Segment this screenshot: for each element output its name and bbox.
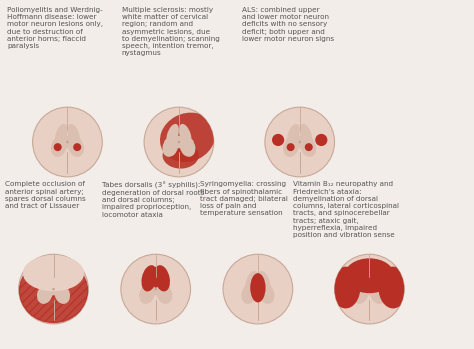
Ellipse shape — [259, 284, 274, 304]
Ellipse shape — [353, 284, 368, 304]
Ellipse shape — [272, 134, 284, 146]
Ellipse shape — [243, 283, 273, 295]
Text: ALS: combined upper
and lower motor neuron
deficits with no sensory
deficit; bot: ALS: combined upper and lower motor neur… — [242, 7, 334, 42]
Ellipse shape — [258, 271, 271, 293]
Ellipse shape — [180, 138, 195, 157]
Ellipse shape — [155, 288, 157, 290]
Ellipse shape — [344, 258, 394, 293]
Ellipse shape — [301, 138, 316, 157]
Ellipse shape — [163, 142, 199, 169]
Ellipse shape — [67, 124, 80, 146]
Ellipse shape — [54, 271, 66, 293]
Text: Vitamin B₁₂ neuropathy and
Friedreich’s ataxia:
demyelination of dorsal
columns,: Vitamin B₁₂ neuropathy and Friedreich’s … — [293, 181, 399, 238]
Ellipse shape — [179, 124, 191, 146]
Ellipse shape — [37, 284, 53, 304]
Ellipse shape — [155, 271, 168, 293]
Ellipse shape — [287, 124, 300, 146]
Ellipse shape — [144, 107, 214, 177]
Ellipse shape — [166, 124, 179, 146]
Ellipse shape — [156, 284, 172, 304]
Ellipse shape — [73, 143, 81, 151]
Ellipse shape — [246, 271, 258, 293]
Ellipse shape — [300, 124, 312, 146]
Ellipse shape — [139, 284, 155, 304]
Ellipse shape — [41, 271, 54, 293]
Ellipse shape — [121, 254, 191, 324]
Ellipse shape — [55, 124, 67, 146]
Ellipse shape — [51, 138, 66, 157]
Ellipse shape — [257, 288, 259, 290]
Ellipse shape — [305, 143, 313, 151]
Text: Multiple sclerosis: mostly
white matter of cervical
region; random and
asymmetri: Multiple sclerosis: mostly white matter … — [122, 7, 219, 57]
Ellipse shape — [265, 107, 335, 177]
Ellipse shape — [241, 284, 257, 304]
Ellipse shape — [250, 273, 265, 303]
Ellipse shape — [368, 288, 371, 290]
Text: Complete occlusion of
anterior spinal artery;
spares dorsal columns
and tract of: Complete occlusion of anterior spinal ar… — [5, 181, 85, 209]
Ellipse shape — [55, 284, 70, 304]
Ellipse shape — [335, 254, 404, 324]
Ellipse shape — [355, 283, 384, 295]
Text: Syringomyelia: crossing
fibers of spinothalamic
tract damaged; bilateral
loss of: Syringomyelia: crossing fibers of spinot… — [200, 181, 288, 216]
Ellipse shape — [53, 136, 82, 148]
Ellipse shape — [54, 143, 62, 151]
Ellipse shape — [378, 267, 408, 309]
Ellipse shape — [152, 267, 159, 288]
Ellipse shape — [141, 265, 157, 291]
Ellipse shape — [369, 271, 382, 293]
Ellipse shape — [18, 254, 88, 324]
Ellipse shape — [163, 138, 178, 157]
Ellipse shape — [160, 113, 215, 162]
Ellipse shape — [66, 141, 69, 143]
Ellipse shape — [154, 265, 170, 291]
Ellipse shape — [283, 138, 299, 157]
Text: Tabes dorsalis (3° syphilis):
degeneration of dorsal roots
and dorsal columns;
i: Tabes dorsalis (3° syphilis): degenerati… — [102, 181, 205, 217]
Ellipse shape — [287, 143, 295, 151]
Ellipse shape — [23, 255, 84, 291]
Ellipse shape — [299, 141, 301, 143]
Ellipse shape — [285, 136, 314, 148]
Ellipse shape — [19, 260, 88, 322]
Ellipse shape — [370, 284, 386, 304]
Ellipse shape — [33, 107, 102, 177]
Ellipse shape — [52, 288, 55, 290]
Ellipse shape — [178, 141, 180, 143]
Ellipse shape — [143, 271, 156, 293]
Ellipse shape — [141, 283, 170, 295]
Ellipse shape — [331, 267, 360, 309]
Ellipse shape — [223, 254, 293, 324]
Ellipse shape — [357, 271, 369, 293]
Ellipse shape — [39, 283, 68, 295]
Text: Poliomyelitis and Werdnig-
Hoffmann disease: lower
motor neuron lesions only,
du: Poliomyelitis and Werdnig- Hoffmann dise… — [7, 7, 103, 49]
Ellipse shape — [315, 134, 328, 146]
Ellipse shape — [164, 136, 193, 148]
Ellipse shape — [68, 138, 84, 157]
